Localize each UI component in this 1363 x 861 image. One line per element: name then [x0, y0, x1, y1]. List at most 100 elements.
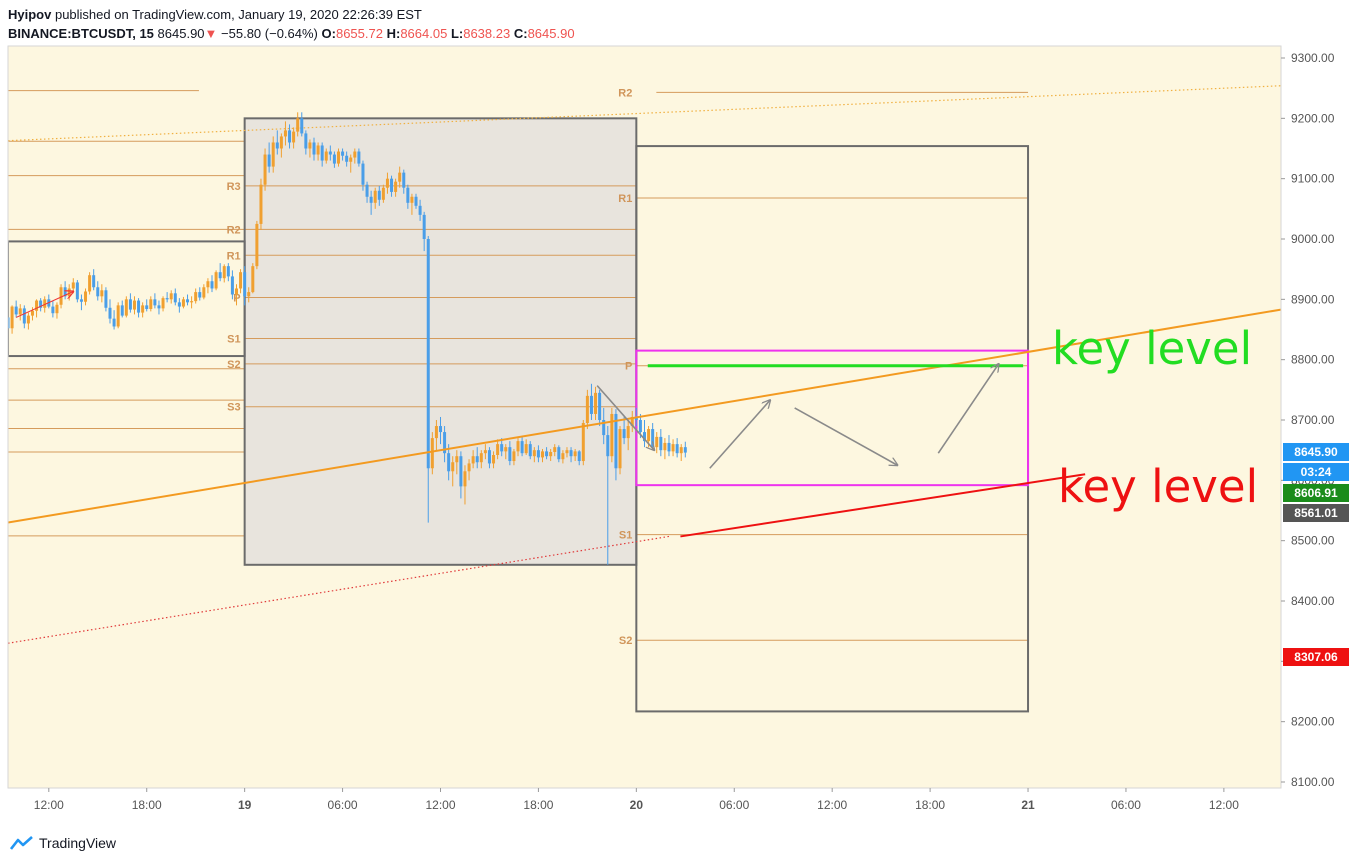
candle-body: [259, 184, 263, 224]
last-price: 8645.90: [157, 26, 205, 41]
pivot-label-S2: S2: [619, 635, 632, 647]
candle-body: [14, 306, 18, 315]
candle-body: [198, 292, 202, 298]
candle-body: [385, 178, 389, 188]
candle-body: [214, 272, 218, 289]
candle-body: [251, 266, 255, 293]
x-tick-label: 18:00: [132, 798, 162, 812]
candle-body: [353, 151, 357, 158]
price-tag-label: 8307.06: [1294, 650, 1338, 664]
x-tick-label: 21: [1021, 798, 1035, 812]
candle-body: [345, 155, 349, 162]
candle-body: [120, 305, 124, 316]
candle-body: [594, 392, 598, 414]
close-label: C:: [513, 26, 528, 41]
candle-body: [279, 136, 283, 149]
candle-body: [577, 451, 581, 462]
y-tick-label: 9300.00: [1291, 51, 1335, 65]
candle-body: [304, 133, 308, 149]
candle-body: [186, 299, 190, 303]
close-value: 8645.90: [527, 26, 575, 41]
candle-body: [492, 454, 496, 464]
candle-body: [324, 151, 328, 161]
candle-body: [177, 302, 181, 307]
candle-body: [557, 447, 561, 460]
candle-body: [22, 308, 26, 324]
candle-body: [540, 451, 544, 458]
candle-body: [500, 444, 504, 452]
x-tick-label: 12:00: [1209, 798, 1239, 812]
high-label: H:: [386, 26, 401, 41]
candle-body: [471, 456, 475, 464]
candle-body: [659, 436, 663, 451]
candle-body: [194, 292, 198, 302]
y-tick-label: 8800.00: [1291, 353, 1335, 367]
y-tick-label: 9100.00: [1291, 172, 1335, 186]
candle-body: [614, 413, 618, 469]
candle-body: [288, 130, 292, 143]
pivot-label-R1: R1: [227, 250, 241, 262]
candle-body: [226, 266, 230, 277]
price-tag-label: 03:24: [1301, 465, 1332, 479]
candle-body: [153, 299, 157, 306]
candle-body: [630, 416, 634, 427]
candle-body: [169, 293, 173, 300]
x-tick-label: 06:00: [719, 798, 749, 812]
candle-body: [8, 317, 10, 329]
candle-body: [410, 196, 414, 203]
candle-body: [18, 308, 22, 315]
low-label: L:: [450, 26, 464, 41]
candle-body: [181, 299, 185, 307]
key-level-label-green: key level: [1052, 322, 1252, 375]
candle-body: [622, 429, 626, 439]
candle-body: [573, 451, 577, 457]
candle-body: [100, 290, 104, 297]
y-tick-label: 8700.00: [1291, 413, 1335, 427]
candle-body: [59, 287, 63, 305]
symbol-label[interactable]: BINANCE:BTCUSDT, 15: [8, 26, 154, 41]
candle-body: [116, 305, 120, 327]
x-tick-label: 06:00: [328, 798, 358, 812]
x-tick-label: 20: [630, 798, 644, 812]
candle-body: [422, 214, 426, 239]
candle-body: [585, 395, 589, 424]
candle-body: [271, 142, 275, 167]
candle-body: [312, 142, 316, 155]
price-tag: [1283, 463, 1349, 481]
tradingview-footer[interactable]: TradingView: [10, 835, 116, 851]
candle-body: [398, 172, 402, 182]
candle-body: [438, 426, 442, 433]
candle-body: [137, 300, 141, 313]
candle-body: [210, 281, 214, 289]
pivot-label-S2: S2: [227, 359, 240, 371]
x-tick-label: 12:00: [817, 798, 847, 812]
plot-frame: [7, 45, 1282, 789]
candle-body: [145, 305, 149, 309]
candle-body: [589, 395, 593, 414]
candle-body: [243, 272, 247, 297]
candle-body: [247, 292, 251, 297]
candle-body: [516, 441, 520, 452]
candle-body: [206, 281, 210, 288]
candle-body: [434, 426, 438, 439]
projection-arrow: [709, 400, 770, 469]
open-label: O:: [321, 26, 336, 41]
candle-body: [459, 456, 463, 487]
candle-body: [373, 190, 377, 203]
price-tag: [1283, 648, 1349, 666]
candle-body: [51, 306, 55, 314]
candle-body: [296, 118, 300, 132]
candle-body: [96, 287, 100, 297]
y-tick-label: 8500.00: [1291, 534, 1335, 548]
candle-body: [549, 451, 553, 457]
candle-body: [202, 287, 206, 298]
candle-body: [394, 181, 398, 192]
mini-arrow: [15, 291, 73, 318]
author-name[interactable]: Hyipov: [8, 7, 52, 22]
candle-body: [524, 444, 528, 454]
pivot-label-S3: S3: [227, 402, 240, 414]
candle-body: [141, 305, 145, 313]
tradingview-logo-icon: [10, 836, 33, 850]
pivot-label-S1: S1: [619, 530, 632, 542]
